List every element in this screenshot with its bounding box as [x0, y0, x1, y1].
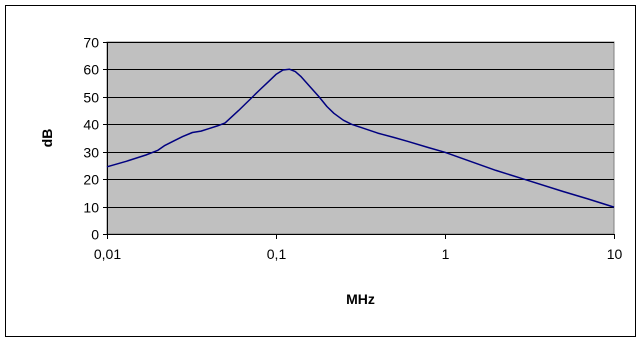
y-tick-label: 50	[83, 90, 99, 106]
x-tick-label: 0,01	[94, 246, 121, 262]
y-tick-label: 30	[83, 145, 99, 161]
x-tick-label: 10	[607, 246, 623, 262]
tick-labels: 0 10 20 30 40 50 60 70 0,01 0,1 1 10	[83, 35, 622, 263]
series-layer	[106, 68, 615, 208]
y-axis-title: dB	[39, 129, 55, 148]
x-tick-label: 0,1	[267, 246, 287, 262]
axes	[107, 42, 614, 235]
series-line	[106, 68, 615, 208]
y-tick-label: 40	[83, 117, 99, 133]
y-tick-label: 10	[83, 200, 99, 216]
plot-area	[106, 41, 615, 235]
x-tick-label: 1	[442, 246, 450, 262]
y-tick-label: 60	[83, 62, 99, 78]
y-tick-label: 0	[91, 227, 99, 243]
x-axis-title: MHz	[346, 291, 375, 307]
y-tick-label: 20	[83, 172, 99, 188]
y-tick-label: 70	[83, 35, 99, 51]
gridlines	[107, 42, 614, 208]
